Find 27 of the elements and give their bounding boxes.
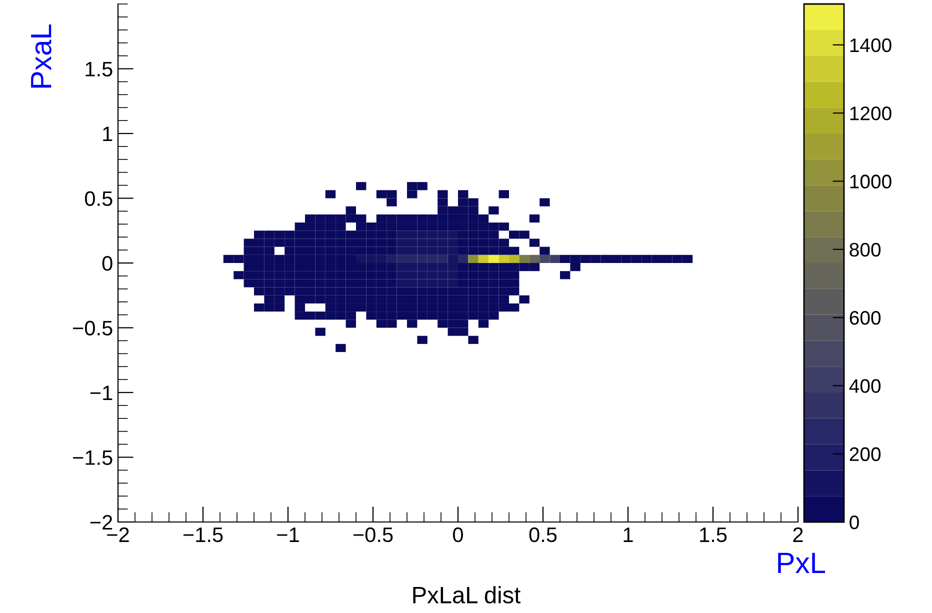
y-axis-title: PxaL bbox=[31, 24, 52, 88]
color-bar-label: 1000 bbox=[850, 174, 892, 188]
color-bar-label: 200 bbox=[850, 447, 881, 462]
x-tick-label: 0.5 bbox=[529, 527, 557, 542]
color-bar-label: 0 bbox=[850, 515, 859, 530]
y-tick-label: 1.5 bbox=[86, 62, 112, 77]
y-tick-label: 0.5 bbox=[84, 191, 112, 206]
y-tick-label: −1 bbox=[90, 386, 112, 400]
color-bar-label: 1200 bbox=[850, 106, 892, 120]
color-bar-label: 400 bbox=[849, 379, 881, 393]
x-tick-label: 1 bbox=[624, 528, 633, 542]
color-bar-label: 800 bbox=[850, 242, 881, 257]
x-tick-label: −1 bbox=[277, 528, 299, 542]
color-bar-label: 600 bbox=[850, 310, 881, 325]
y-tick-label: 0 bbox=[102, 256, 112, 271]
y-tick-label: −1.5 bbox=[73, 450, 112, 466]
x-axis-title: PxL bbox=[778, 552, 826, 573]
text: PxLaL dist bbox=[413, 586, 521, 604]
y-tick-label: −2 bbox=[90, 515, 112, 530]
x-tick-label: 0 bbox=[453, 527, 463, 542]
y-tick-label: −0.5 bbox=[73, 320, 112, 336]
x-tick-label: −1.5 bbox=[183, 528, 223, 542]
x-tick-label: −0.5 bbox=[353, 527, 393, 542]
x-tick-label: 2 bbox=[793, 527, 803, 542]
x-tick-label: 1.5 bbox=[700, 528, 727, 542]
y-tick-label: 1 bbox=[103, 126, 112, 142]
color-bar-label: 1400 bbox=[850, 38, 892, 52]
